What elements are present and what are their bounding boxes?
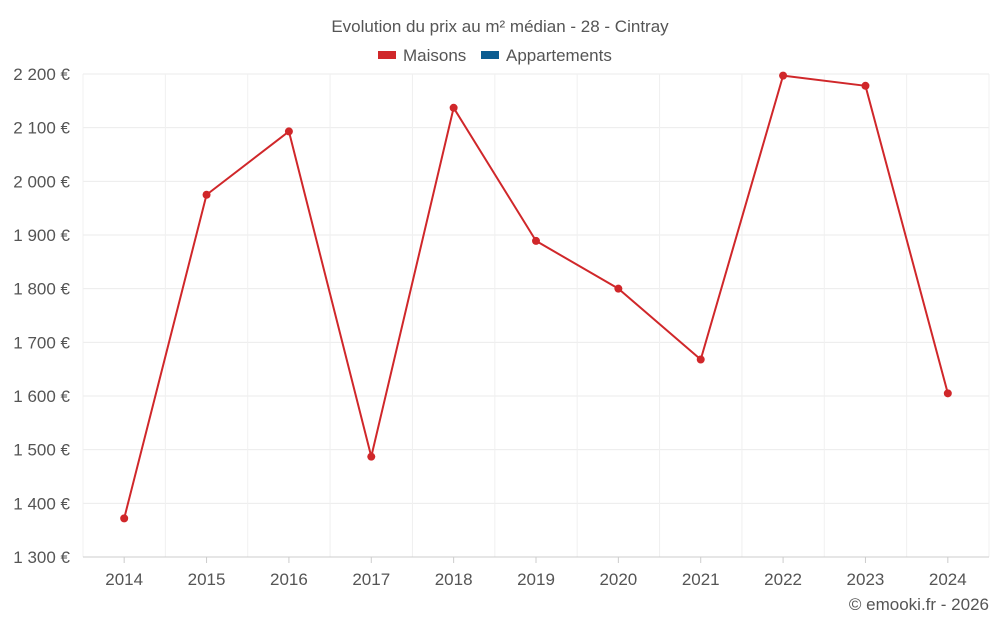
y-tick-label: 2 200 € <box>13 65 70 84</box>
data-point[interactable] <box>532 236 540 245</box>
legend-label-maisons: Maisons <box>403 46 466 65</box>
y-tick-label: 2 000 € <box>13 172 70 191</box>
x-tick-label: 2023 <box>847 570 885 589</box>
data-point[interactable] <box>449 103 458 112</box>
x-tick-label: 2021 <box>682 570 720 589</box>
y-tick-label: 1 400 € <box>13 494 70 513</box>
data-point[interactable] <box>120 514 129 523</box>
legend-swatch-maisons <box>378 51 396 59</box>
chart-title: Evolution du prix au m² médian - 28 - Ci… <box>331 17 669 36</box>
data-point[interactable] <box>614 284 623 293</box>
grid <box>82 73 990 557</box>
legend-item-maisons[interactable]: Maisons <box>378 46 466 65</box>
y-tick-label: 1 500 € <box>13 441 70 460</box>
legend-item-appartements[interactable]: Appartements <box>481 46 612 65</box>
axes: 1 300 € 1 400 € 1 500 € 1 600 € 1 700 € 1 800… <box>13 65 989 589</box>
data-point[interactable] <box>284 127 293 136</box>
x-tick-label: 2015 <box>188 570 226 589</box>
x-tick-label: 2020 <box>599 570 637 589</box>
x-tick-label: 2016 <box>270 570 308 589</box>
y-tick-label: 2 100 € <box>13 119 70 138</box>
x-tick-label: 2014 <box>105 570 143 589</box>
data-point[interactable] <box>367 452 376 461</box>
legend-label-appartements: Appartements <box>506 46 612 65</box>
x-tick-label: 2024 <box>929 570 967 589</box>
x-tick-label: 2022 <box>764 570 802 589</box>
data-point[interactable] <box>696 355 705 364</box>
data-point[interactable] <box>943 389 952 398</box>
legend: Maisons Appartements <box>378 46 612 65</box>
data-point[interactable] <box>202 190 211 199</box>
x-tick-label: 2017 <box>352 570 390 589</box>
credit-text: © emooki.fr - 2026 <box>849 595 989 614</box>
data-point[interactable] <box>779 71 788 80</box>
y-tick-label: 1 300 € <box>13 548 70 567</box>
y-tick-label: 1 600 € <box>13 387 70 406</box>
x-tick-label: 2018 <box>435 570 473 589</box>
y-tick-label: 1 700 € <box>13 333 70 352</box>
y-tick-label: 1 800 € <box>13 280 70 299</box>
legend-swatch-appartements <box>481 51 499 59</box>
y-tick-label: 1 900 € <box>13 226 70 245</box>
x-tick-label: 2019 <box>517 570 555 589</box>
data-point[interactable] <box>861 81 870 90</box>
series-layer <box>120 71 952 523</box>
